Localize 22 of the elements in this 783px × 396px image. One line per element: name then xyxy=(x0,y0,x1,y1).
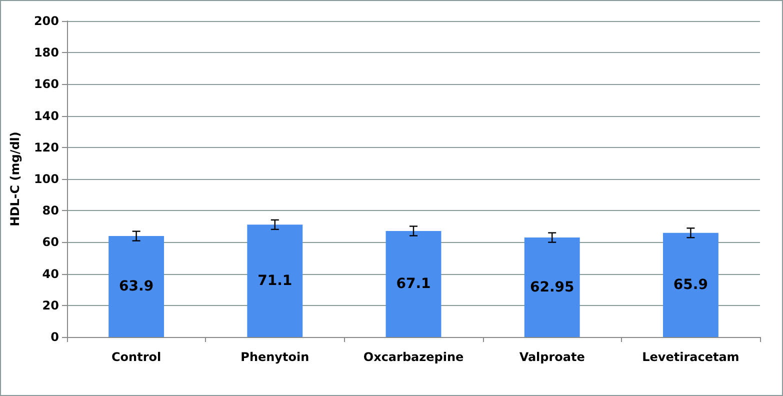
y-tick-label: 180 xyxy=(34,46,59,60)
y-tick-label: 100 xyxy=(34,172,59,186)
y-tick-label: 60 xyxy=(42,235,59,250)
x-tick-label: Levetiracetam xyxy=(642,350,740,364)
x-tick-label: Phenytoin xyxy=(240,350,310,364)
y-tick-label: 200 xyxy=(34,14,59,28)
data-label: 62.95 xyxy=(530,279,574,296)
y-tick-label: 0 xyxy=(50,330,59,344)
data-label: 71.1 xyxy=(258,272,292,289)
x-tick-label: Valproate xyxy=(519,350,585,364)
y-axis-title: HDL-C (mg/dl) xyxy=(8,132,22,226)
y-tick-label: 160 xyxy=(34,77,59,92)
y-tick-label: 80 xyxy=(42,204,59,218)
y-tick-label: 120 xyxy=(34,140,59,154)
data-label: 67.1 xyxy=(396,276,431,292)
y-tick-label: 140 xyxy=(34,108,59,123)
x-tick-label: Control xyxy=(111,350,162,364)
data-label: 65.9 xyxy=(673,276,708,293)
data-label: 63.9 xyxy=(119,278,154,295)
y-tick-label: 40 xyxy=(42,266,59,281)
x-tick-label: Oxcarbazepine xyxy=(363,350,464,364)
y-tick-label: 20 xyxy=(42,298,59,312)
